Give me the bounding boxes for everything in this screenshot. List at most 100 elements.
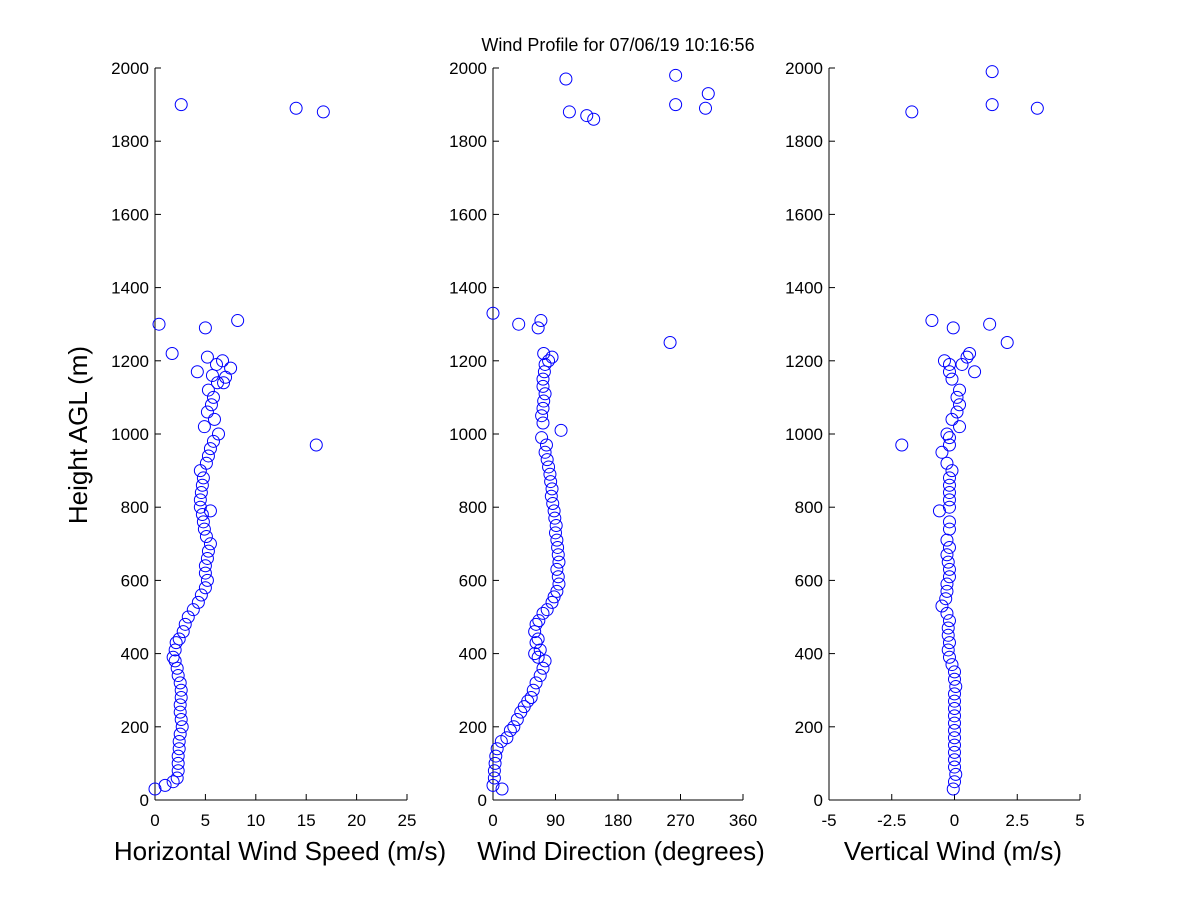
data-point bbox=[1030, 101, 1044, 115]
data-point bbox=[942, 570, 956, 584]
data-point bbox=[289, 101, 303, 115]
y-tick-label: 400 bbox=[459, 645, 487, 664]
y-tick-label: 600 bbox=[121, 571, 149, 590]
data-point bbox=[500, 731, 514, 745]
data-point bbox=[539, 438, 553, 452]
data-point bbox=[200, 551, 214, 565]
data-point bbox=[535, 431, 549, 445]
data-point bbox=[551, 540, 565, 554]
data-point bbox=[533, 643, 547, 657]
data-point bbox=[174, 691, 188, 705]
data-point bbox=[940, 584, 954, 598]
data-point bbox=[168, 654, 182, 668]
data-point bbox=[175, 720, 189, 734]
data-point bbox=[173, 705, 187, 719]
y-tick-label: 1400 bbox=[111, 279, 149, 298]
data-point bbox=[538, 357, 552, 371]
x-tick-label: -2.5 bbox=[877, 811, 906, 830]
y-tick-label: 400 bbox=[795, 645, 823, 664]
x-tick-label: 25 bbox=[398, 811, 417, 830]
data-point bbox=[549, 519, 563, 532]
y-tick-label: 1600 bbox=[449, 205, 487, 224]
data-point bbox=[939, 592, 953, 606]
data-point bbox=[529, 676, 543, 690]
data-point bbox=[948, 709, 961, 723]
data-point bbox=[521, 694, 535, 708]
data-point bbox=[197, 522, 211, 536]
data-point bbox=[538, 445, 552, 459]
data-point bbox=[536, 606, 550, 620]
data-point bbox=[212, 427, 226, 441]
data-point bbox=[172, 734, 186, 748]
data-point bbox=[176, 625, 190, 639]
data-point bbox=[531, 650, 545, 664]
y-tick-label: 400 bbox=[121, 645, 149, 664]
data-point bbox=[948, 745, 961, 759]
data-point bbox=[148, 782, 162, 796]
data-point bbox=[178, 617, 192, 631]
data-point bbox=[942, 636, 956, 650]
data-point bbox=[486, 306, 500, 320]
data-point bbox=[985, 98, 999, 112]
y-tick-label: 1600 bbox=[111, 205, 149, 224]
data-point bbox=[948, 672, 961, 686]
data-point bbox=[524, 691, 538, 705]
y-tick-label: 1400 bbox=[785, 279, 823, 298]
y-tick-label: 600 bbox=[459, 571, 487, 590]
data-point bbox=[170, 771, 184, 785]
data-point bbox=[536, 372, 550, 386]
y-tick-label: 2000 bbox=[785, 59, 823, 78]
data-point bbox=[186, 603, 200, 617]
data-point bbox=[985, 65, 999, 79]
data-point bbox=[940, 533, 954, 547]
data-point bbox=[948, 723, 961, 737]
data-point bbox=[948, 694, 961, 708]
data-point bbox=[171, 749, 185, 763]
data-point bbox=[545, 595, 559, 609]
y-tick-label: 2000 bbox=[111, 59, 149, 78]
data-point bbox=[552, 555, 566, 569]
data-point bbox=[949, 767, 963, 781]
data-point bbox=[199, 456, 213, 470]
data-point bbox=[948, 760, 961, 774]
data-point bbox=[486, 778, 500, 792]
data-point bbox=[542, 460, 556, 474]
data-point bbox=[166, 650, 180, 664]
data-point bbox=[158, 778, 172, 792]
data-point bbox=[1000, 336, 1014, 349]
panel-wind-direction: 0 200 400 600 800 1000 1200 1400 1600 1800 2000 0 90… bbox=[449, 59, 765, 866]
data-point bbox=[224, 361, 238, 375]
data-point bbox=[488, 756, 502, 770]
x-tick-label: 0 bbox=[950, 811, 959, 830]
data-point bbox=[537, 394, 551, 408]
data-point bbox=[203, 504, 217, 518]
data-point bbox=[942, 431, 956, 445]
data-point bbox=[545, 350, 559, 364]
x-tick-label: 180 bbox=[604, 811, 632, 830]
y-tick-label: 1200 bbox=[111, 352, 149, 371]
data-point bbox=[174, 683, 188, 697]
data-point bbox=[580, 109, 594, 123]
data-point bbox=[949, 680, 963, 694]
x-tick-label: 0 bbox=[488, 811, 497, 830]
data-point bbox=[948, 738, 961, 752]
data-point bbox=[941, 621, 955, 635]
data-point bbox=[197, 420, 211, 434]
data-point bbox=[531, 632, 545, 646]
data-point bbox=[199, 529, 213, 543]
data-point bbox=[231, 314, 245, 328]
data-point bbox=[669, 98, 683, 112]
data-point bbox=[540, 603, 554, 617]
y-tick-label: 800 bbox=[459, 498, 487, 517]
data-point bbox=[531, 321, 545, 335]
data-point bbox=[309, 438, 323, 452]
y-tick-label: 200 bbox=[795, 718, 823, 737]
data-point bbox=[191, 595, 205, 609]
data-point bbox=[550, 584, 564, 598]
data-point bbox=[487, 771, 501, 785]
data-point bbox=[510, 712, 524, 726]
data-point bbox=[950, 390, 964, 404]
x-axis-label: Horizontal Wind Speed (m/s) bbox=[114, 836, 446, 866]
y-tick-label: 1600 bbox=[785, 205, 823, 224]
